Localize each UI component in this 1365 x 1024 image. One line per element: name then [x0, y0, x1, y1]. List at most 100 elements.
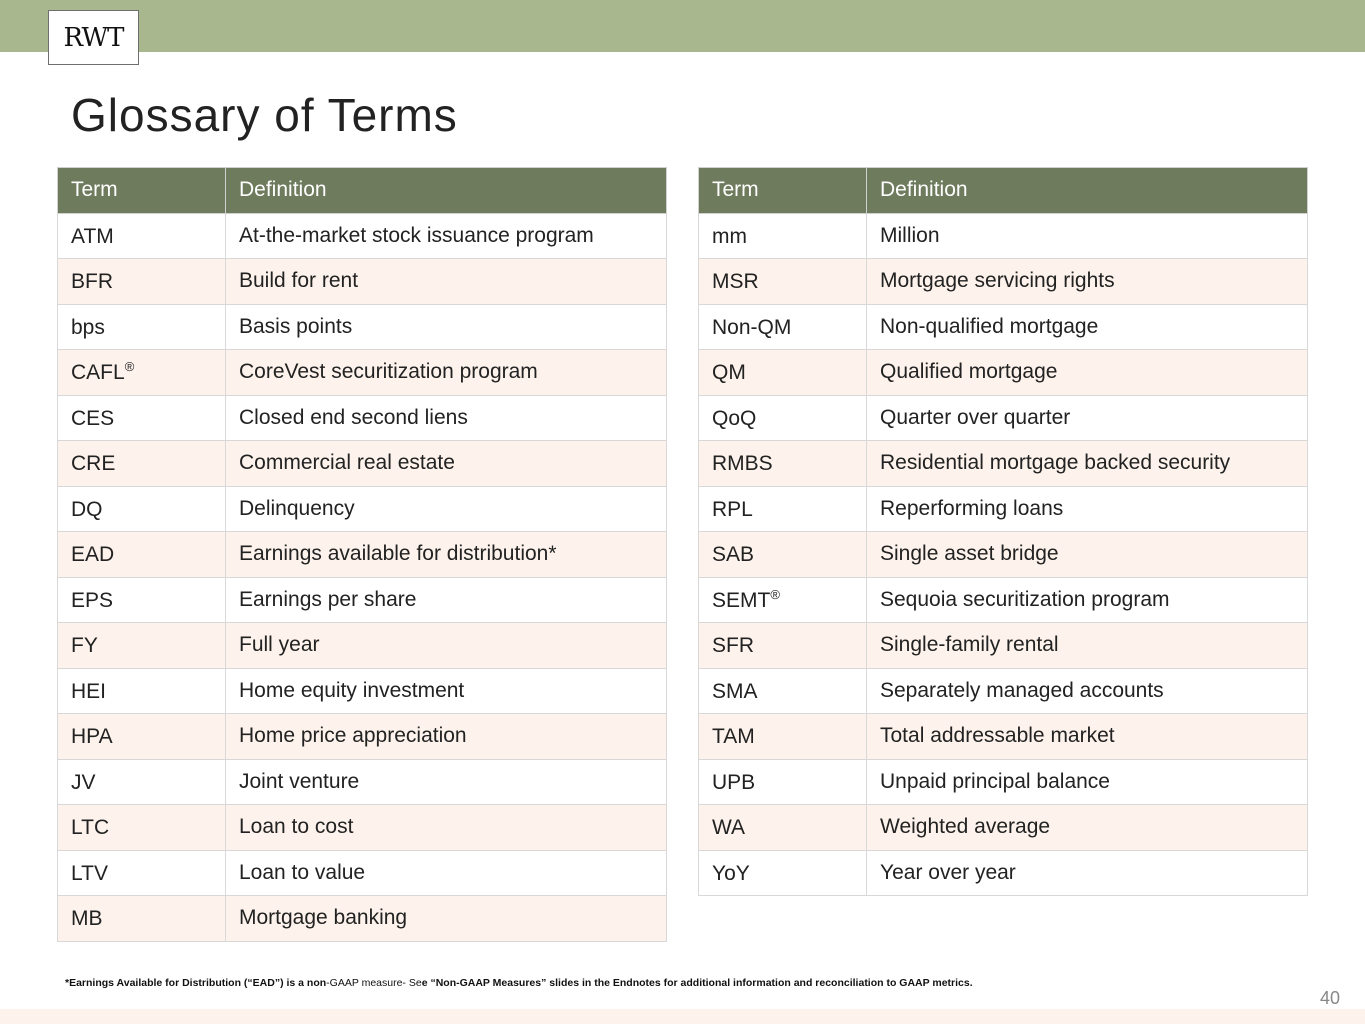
definition-cell: Year over year: [866, 849, 1308, 896]
page-title: Glossary of Terms: [71, 89, 458, 141]
table-row: SFR Single-family rental: [698, 622, 1308, 669]
term-text: ATM: [71, 224, 114, 248]
table-row: CES Closed end second liens: [57, 394, 667, 441]
term-text: FY: [71, 634, 98, 658]
term-text: MSR: [712, 270, 759, 294]
bottom-band: [0, 1009, 1365, 1024]
table-row: UPB Unpaid principal balance: [698, 758, 1308, 805]
term-text: CAFL: [71, 361, 125, 385]
table-row: YoY Year over year: [698, 849, 1308, 896]
term-text: EPS: [71, 588, 114, 612]
definition-cell: Single-family rental: [866, 622, 1308, 669]
table-row: QoQ Quarter over quarter: [698, 394, 1308, 441]
table-row: Non-QM Non-qualified mortgage: [698, 303, 1308, 350]
term-cell: CRE: [57, 440, 226, 487]
term-text: HEI: [71, 679, 107, 703]
term-text: LTC: [71, 816, 110, 840]
term-cell: TAM: [698, 713, 867, 760]
term-text: YoY: [712, 861, 750, 885]
term-cell: BFR: [57, 258, 226, 305]
term-cell: SEMT®: [698, 576, 867, 623]
definition-cell: Total addressable market: [866, 713, 1308, 760]
definition-cell: Residential mortgage backed security: [866, 440, 1308, 487]
definition-cell: Sequoia securitization program: [866, 576, 1308, 623]
term-text: SFR: [712, 634, 754, 658]
term-text: CES: [71, 406, 115, 430]
term-cell: SFR: [698, 622, 867, 669]
definition-cell: Joint venture: [225, 758, 667, 805]
table-row: SMA Separately managed accounts: [698, 667, 1308, 714]
footnote-part: e “Non-GAAP Measures” slides in the Endn…: [421, 977, 973, 989]
term-text: mm: [712, 224, 747, 248]
definition-cell: Qualified mortgage: [866, 349, 1308, 396]
definition-cell: Non-qualified mortgage: [866, 303, 1308, 350]
table-row: MB Mortgage banking: [57, 895, 667, 942]
term-cell: MSR: [698, 258, 867, 305]
term-cell: QoQ: [698, 394, 867, 441]
table-row: TAM Total addressable market: [698, 713, 1308, 760]
term-cell: RPL: [698, 485, 867, 532]
term-cell: FY: [57, 622, 226, 669]
term-cell: MB: [57, 895, 226, 942]
term-text: CRE: [71, 452, 116, 476]
table-row: mm Million: [698, 212, 1308, 259]
term-text: BFR: [71, 270, 113, 294]
table-row: MSR Mortgage servicing rights: [698, 258, 1308, 305]
table-row: HPA Home price appreciation: [57, 713, 667, 760]
footnote-part: -GAAP measure- Se: [326, 977, 422, 989]
table-row: EAD Earnings available for distribution*: [57, 531, 667, 578]
term-text: HPA: [71, 725, 113, 749]
table-row: CAFL® CoreVest securitization program: [57, 349, 667, 396]
definition-cell: Million: [866, 212, 1308, 259]
definition-cell: Basis points: [225, 303, 667, 350]
term-text: WA: [712, 816, 746, 840]
term-text: LTV: [71, 861, 108, 885]
term-text: DQ: [71, 497, 103, 521]
term-cell: QM: [698, 349, 867, 396]
definition-cell: Quarter over quarter: [866, 394, 1308, 441]
term-cell: SAB: [698, 531, 867, 578]
definition-cell: Mortgage banking: [225, 895, 667, 942]
table-row: SAB Single asset bridge: [698, 531, 1308, 578]
term-text: bps: [71, 315, 105, 339]
term-cell: CES: [57, 394, 226, 441]
glossary-table-left: Term Definition ATM At-the-market stock i…: [57, 167, 667, 942]
table-header-row: Term Definition: [698, 167, 1308, 214]
term-cell: LTC: [57, 804, 226, 851]
page-number: 40: [1320, 988, 1341, 1008]
table-row: WA Weighted average: [698, 804, 1308, 851]
definition-cell: Home equity investment: [225, 667, 667, 714]
term-cell: WA: [698, 804, 867, 851]
table-row: FY Full year: [57, 622, 667, 669]
term-cell: bps: [57, 303, 226, 350]
term-text: RMBS: [712, 452, 773, 476]
term-cell: EPS: [57, 576, 226, 623]
term-cell: ATM: [57, 212, 226, 259]
term-cell: RMBS: [698, 440, 867, 487]
table-row: bps Basis points: [57, 303, 667, 350]
definition-cell: Earnings available for distribution*: [225, 531, 667, 578]
term-cell: DQ: [57, 485, 226, 532]
table-row: ATM At-the-market stock issuance program: [57, 212, 667, 259]
term-text: MB: [71, 907, 103, 931]
definition-cell: Full year: [225, 622, 667, 669]
term-text: QM: [712, 361, 746, 385]
definition-cell: Home price appreciation: [225, 713, 667, 760]
definition-cell: Single asset bridge: [866, 531, 1308, 578]
term-text: UPB: [712, 770, 756, 794]
definition-cell: Loan to value: [225, 849, 667, 896]
footnote: *Earnings Available for Distribution (“E…: [65, 977, 973, 989]
term-cell: mm: [698, 212, 867, 259]
term-cell: UPB: [698, 758, 867, 805]
definition-header: Definition: [866, 167, 1308, 214]
table-row: LTC Loan to cost: [57, 804, 667, 851]
table-row: DQ Delinquency: [57, 485, 667, 532]
table-row: SEMT® Sequoia securitization program: [698, 576, 1308, 623]
definition-cell: CoreVest securitization program: [225, 349, 667, 396]
table-row: LTV Loan to value: [57, 849, 667, 896]
table-row: RPL Reperforming loans: [698, 485, 1308, 532]
table-row: RMBS Residential mortgage backed security: [698, 440, 1308, 487]
registered-mark: ®: [124, 359, 135, 375]
term-cell: SMA: [698, 667, 867, 714]
definition-cell: Earnings per share: [225, 576, 667, 623]
